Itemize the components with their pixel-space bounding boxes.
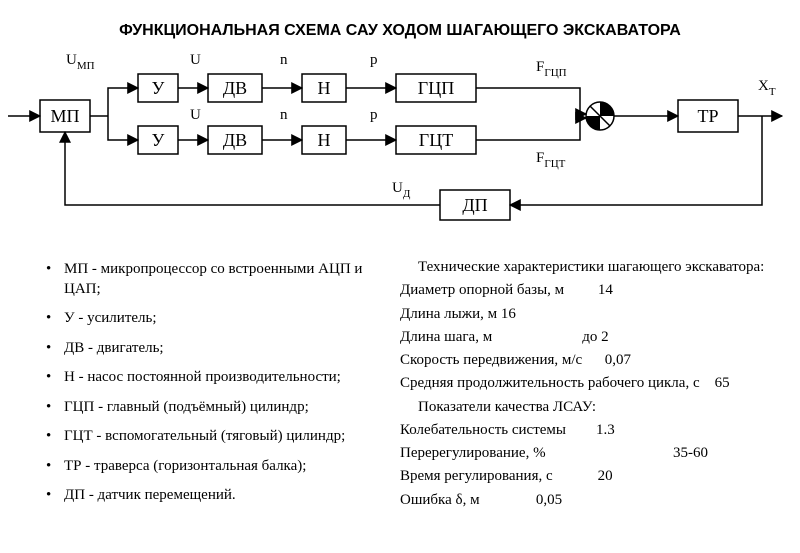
page-title: ФУНКЦИОНАЛЬНАЯ СХЕМА САУ ХОДОМ ШАГАЮЩЕГО… [0,22,800,40]
specs-header: Показатели качества ЛСАУ: [400,396,790,419]
specs-line: Скорость передвижения, м/с 0,07 [400,349,790,372]
svg-text:U: U [190,52,201,68]
svg-text:p: p [370,52,378,68]
svg-text:U: U [190,107,201,123]
svg-text:Н: Н [318,130,331,150]
svg-text:n: n [280,52,288,68]
block-diagram: МП У У ДВ ДВ Н Н ГЦП ГЦТ ТР ДП UМП U Un n p p FГЦП FГЦТ XT U… [0,50,800,240]
svg-text:У: У [152,78,165,98]
legend-item: ГЦП - главный (подъёмный) цилиндр; [40,398,400,428]
svg-text:ДП: ДП [462,195,487,215]
specs-line: Средняя продолжительность рабочего цикла… [400,372,790,395]
svg-text:UД: UД [392,180,411,200]
specs-line: Перерегулирование, % 35-60 [400,442,790,465]
specs-line: Длина лыжи, м 16 [400,303,790,326]
svg-text:МП: МП [50,106,79,126]
svg-text:p: p [370,107,378,123]
svg-text:ГЦТ: ГЦТ [419,130,453,150]
svg-text:UМП: UМП [66,52,95,72]
specs-line: Колебательность системы 1.3 [400,419,790,442]
svg-text:ДВ: ДВ [223,130,247,150]
legend-item: ТР - траверса (горизонтальная балка); [40,457,400,487]
specs-line: Время регулирования, с 20 [400,465,790,488]
svg-text:Н: Н [318,78,331,98]
svg-text:FГЦТ: FГЦТ [536,150,566,170]
svg-text:ТР: ТР [697,106,718,126]
specs: Технические характеристики шагающего экс… [400,256,790,512]
specs-line: Диаметр опорной базы, м 14 [400,279,790,302]
legend: МП - микропроцессор со встроенными АЦП и… [40,260,400,516]
svg-text:ГЦП: ГЦП [418,78,454,98]
specs-line: Длина шага, м до 2 [400,326,790,349]
specs-header: Технические характеристики шагающего экс… [400,256,790,279]
svg-text:FГЦП: FГЦП [536,59,567,79]
specs-line: Ошибка δ, м 0,05 [400,489,790,512]
legend-item: ГЦТ - вспомогательный (тяговый) цилиндр; [40,427,400,457]
legend-item: ДП - датчик перемещений. [40,486,400,516]
legend-item: МП - микропроцессор со встроенными АЦП и… [40,260,400,309]
svg-text:У: У [152,130,165,150]
legend-item: У - усилитель; [40,309,400,339]
svg-text:ДВ: ДВ [223,78,247,98]
legend-item: Н - насос постоянной производительности; [40,368,400,398]
legend-item: ДВ - двигатель; [40,339,400,369]
svg-text:XT: XT [758,78,776,98]
svg-text:n: n [280,107,288,123]
